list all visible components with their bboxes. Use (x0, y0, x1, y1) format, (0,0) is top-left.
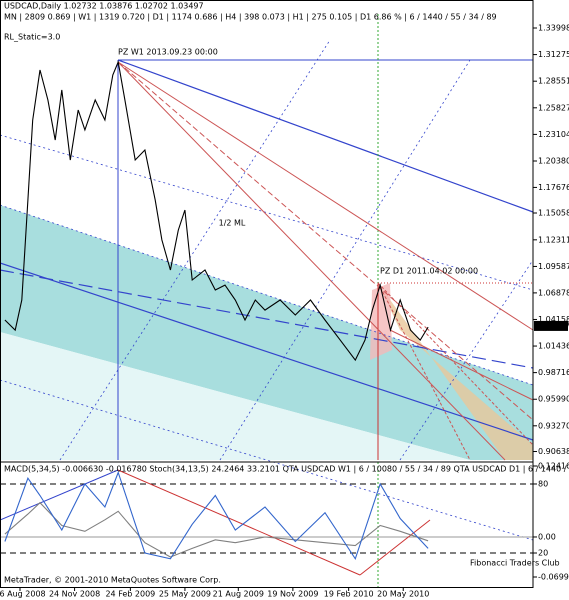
y-tick-label: 1.20380 (538, 157, 569, 166)
fork-line (117, 59, 534, 213)
x-tick-label: 19 Feb 2010 (324, 590, 374, 599)
y-tick-label: 0.98716 (538, 368, 569, 377)
y-tick-label: 1.06878 (538, 288, 569, 297)
y-tick-label: 1.23104 (538, 130, 569, 139)
y-tick-label: 0.00 (538, 532, 556, 541)
x-tick-label: 24 Feb 2009 (105, 590, 155, 599)
x-tick-label: 25 May 2009 (159, 590, 211, 599)
red-fork (117, 61, 534, 331)
y-tick-label: 20 (538, 549, 548, 558)
fork-dash (59, 39, 331, 461)
series-line (4, 470, 429, 561)
y-tick-label: 1.33998 (538, 23, 569, 32)
y-tick-label: 1.12311 (538, 235, 569, 244)
red-fork (117, 61, 534, 421)
chart-subtitle: MN | 2809 0.869 | W1 | 1319 0.720 | D1 |… (4, 13, 497, 22)
red-fork (389, 329, 534, 401)
annotation: MetaTrader, © 2001-2010 MetaQuotes Softw… (4, 576, 221, 585)
annotation: PZ D1 2011.04.02 00:00 (380, 267, 478, 276)
last-price-box (534, 320, 568, 331)
y-tick-label: -0.06999 (538, 572, 569, 581)
x-tick-label: 26 Aug 2008 (0, 590, 46, 599)
y-tick-label: 1.17676 (538, 183, 569, 192)
x-tick-label: 19 Nov 2009 (267, 590, 318, 599)
red-fork (117, 61, 506, 461)
y-tick-label: 1.01436 (538, 342, 569, 351)
y-tick-label: 1.31275 (538, 50, 569, 59)
fork-line (0, 262, 534, 441)
sub-trend (359, 519, 431, 576)
red-fork (377, 282, 471, 461)
y-tick-label: 1.04158 (538, 315, 569, 324)
annotation: Fibonacci Traders Club (470, 559, 560, 568)
annotation: RL_Static=3.0 (4, 33, 60, 42)
annotation: 1/2 ML (219, 219, 246, 228)
sub-trend (0, 469, 119, 521)
last-price-label: 1.03497 (537, 321, 569, 330)
y-tick-label: 1.09587 (538, 262, 569, 271)
y-tick-label: 0.12416 (538, 461, 569, 470)
y-tick-label: 1.28551 (538, 77, 569, 86)
y-tick-label: 0.90638 (538, 447, 569, 456)
y-tick-label: 1.15058 (538, 208, 569, 217)
fork-dash (399, 259, 534, 461)
sub-trend (117, 469, 361, 576)
annotation: PZ W1 2013.09.23 00:00 (118, 48, 218, 57)
fork-dash (0, 204, 534, 386)
y-tick-label: 0.95990 (538, 395, 569, 404)
x-tick-label: 24 Nov 2008 (49, 590, 100, 599)
x-tick-label: 21 Aug 2009 (213, 590, 264, 599)
series-line (4, 501, 429, 558)
y-tick-label: 80 (538, 479, 548, 488)
zone-fill (378, 283, 533, 460)
y-tick-label: 0.93270 (538, 421, 569, 430)
y-tick-label: 1.25827 (538, 103, 569, 112)
plot-frame (0, 0, 534, 588)
chart-title: MACD(5,34,5) -0.006630 -0.016780 Stoch(3… (4, 465, 569, 474)
chart-title: USDCAD,Daily 1.02732 1.03876 1.02702 1.0… (4, 2, 204, 11)
series-line (4, 60, 429, 362)
x-tick-label: 20 May 2010 (377, 590, 429, 599)
fork-dash (219, 59, 471, 461)
